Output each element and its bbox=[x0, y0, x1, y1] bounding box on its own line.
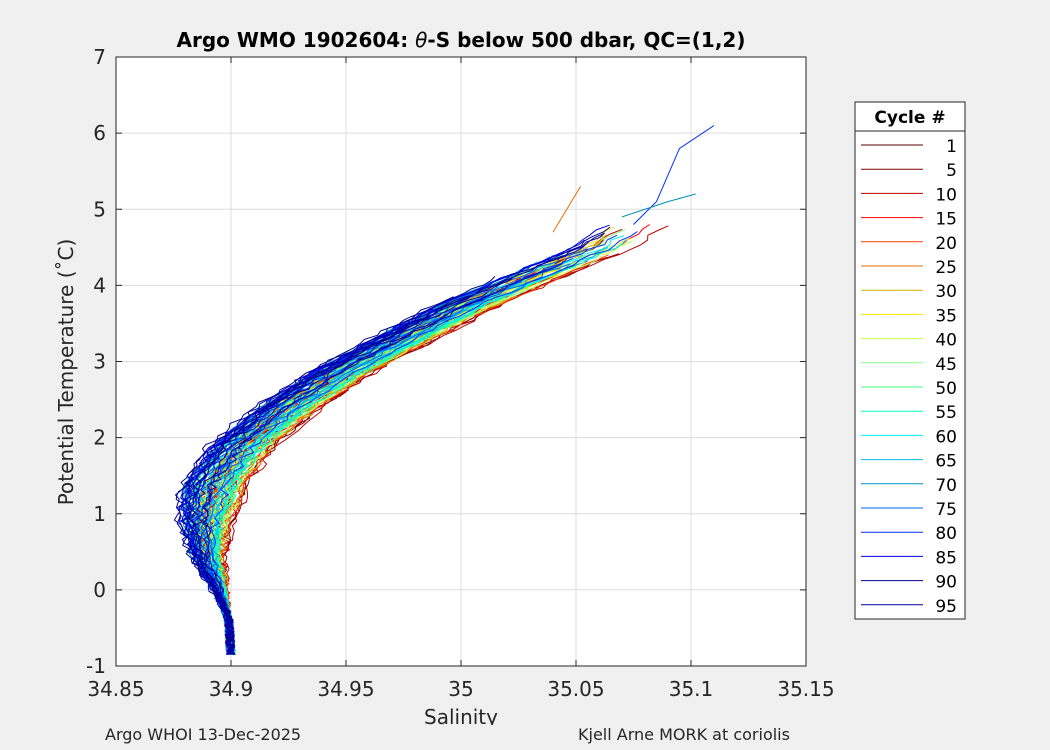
legend-label-80: 80 bbox=[935, 524, 957, 544]
legend-label-25: 25 bbox=[935, 258, 957, 278]
x-tick-label: 35.1 bbox=[669, 677, 714, 701]
theta-s-chart: 34.85 34.9 34.95 35 35.05 35.1 35.15-101234567… bbox=[54, 28, 966, 725]
legend-label-55: 55 bbox=[935, 403, 957, 423]
y-tick-label: -1 bbox=[86, 654, 106, 678]
legend-label-35: 35 bbox=[935, 306, 957, 326]
y-tick-label: 6 bbox=[93, 121, 106, 145]
legend-label-75: 75 bbox=[935, 500, 957, 520]
chart-title-prefix: Argo WMO 1902604: bbox=[177, 28, 416, 52]
profile-line-cycle-95 bbox=[175, 296, 454, 655]
x-tick-label: 35.15 bbox=[777, 677, 834, 701]
chart-title: Argo WMO 1902604: θ-S below 500 dbar, QC… bbox=[177, 28, 746, 52]
legend-label-5: 5 bbox=[946, 161, 957, 181]
legend-label-30: 30 bbox=[935, 282, 957, 302]
profile-line-cycle-90 bbox=[173, 275, 496, 656]
legend-label-60: 60 bbox=[935, 427, 957, 447]
profile-tip-cycle-70 bbox=[621, 193, 696, 218]
legend-label-65: 65 bbox=[935, 452, 957, 472]
footer-author: Kjell Arne MORK at coriolis bbox=[578, 725, 790, 744]
profile-line-cycle-95 bbox=[189, 232, 605, 655]
legend-label-40: 40 bbox=[935, 331, 957, 351]
x-tick-label: 35 bbox=[448, 677, 473, 701]
legend-label-95: 95 bbox=[935, 597, 957, 617]
profile-tip-cycle-25 bbox=[552, 186, 582, 233]
y-tick-label: 5 bbox=[93, 197, 106, 221]
y-tick-label: 3 bbox=[93, 350, 106, 374]
profile-line-cycle-95 bbox=[186, 226, 611, 655]
profiles bbox=[173, 125, 715, 656]
y-tick-label: 0 bbox=[93, 578, 106, 602]
y-tick-label: 7 bbox=[93, 45, 106, 69]
y-tick-label: 4 bbox=[93, 273, 106, 297]
profile-tip-cycle-80 bbox=[633, 125, 715, 225]
profile-line-cycle-65 bbox=[207, 297, 490, 655]
ticks: 34.85 34.9 34.95 35 35.05 35.1 35.15 -1 0 1 2 3 4 5 6 7 bbox=[86, 45, 835, 701]
legend-label-20: 20 bbox=[935, 234, 957, 254]
legend-label-45: 45 bbox=[935, 355, 957, 375]
legend-label-90: 90 bbox=[935, 573, 957, 593]
legend-label-85: 85 bbox=[935, 548, 957, 568]
legend-label-15: 15 bbox=[935, 210, 957, 230]
y-tick-label: 1 bbox=[93, 502, 106, 526]
legend-title: Cycle # bbox=[874, 108, 945, 128]
x-axis-label: Salinity bbox=[424, 705, 498, 725]
x-tick-label: 34.9 bbox=[209, 677, 254, 701]
legend-label-1: 1 bbox=[946, 137, 957, 157]
footer-source: Argo WHOI 13-Dec-2025 bbox=[105, 725, 302, 744]
y-tick-label: 2 bbox=[93, 426, 106, 450]
y-axis-label: Potential Temperature (˚C) bbox=[54, 239, 78, 506]
chart-title-theta: θ bbox=[415, 28, 427, 52]
x-tick-label: 34.95 bbox=[317, 677, 374, 701]
legend-box bbox=[854, 101, 966, 620]
profile-line-cycle-95 bbox=[201, 263, 563, 655]
x-tick-label: 35.05 bbox=[547, 677, 604, 701]
profile-line-cycle-95 bbox=[180, 311, 431, 656]
legend-label-70: 70 bbox=[935, 476, 957, 496]
legend-label-10: 10 bbox=[935, 185, 957, 205]
legend-label-50: 50 bbox=[935, 379, 957, 399]
legend: Cycle #151015202530354045505560657075808… bbox=[854, 101, 966, 620]
chart-title-suffix: -S below 500 dbar, QC=(1,2) bbox=[427, 28, 745, 52]
x-tick-label: 34.85 bbox=[87, 677, 144, 701]
